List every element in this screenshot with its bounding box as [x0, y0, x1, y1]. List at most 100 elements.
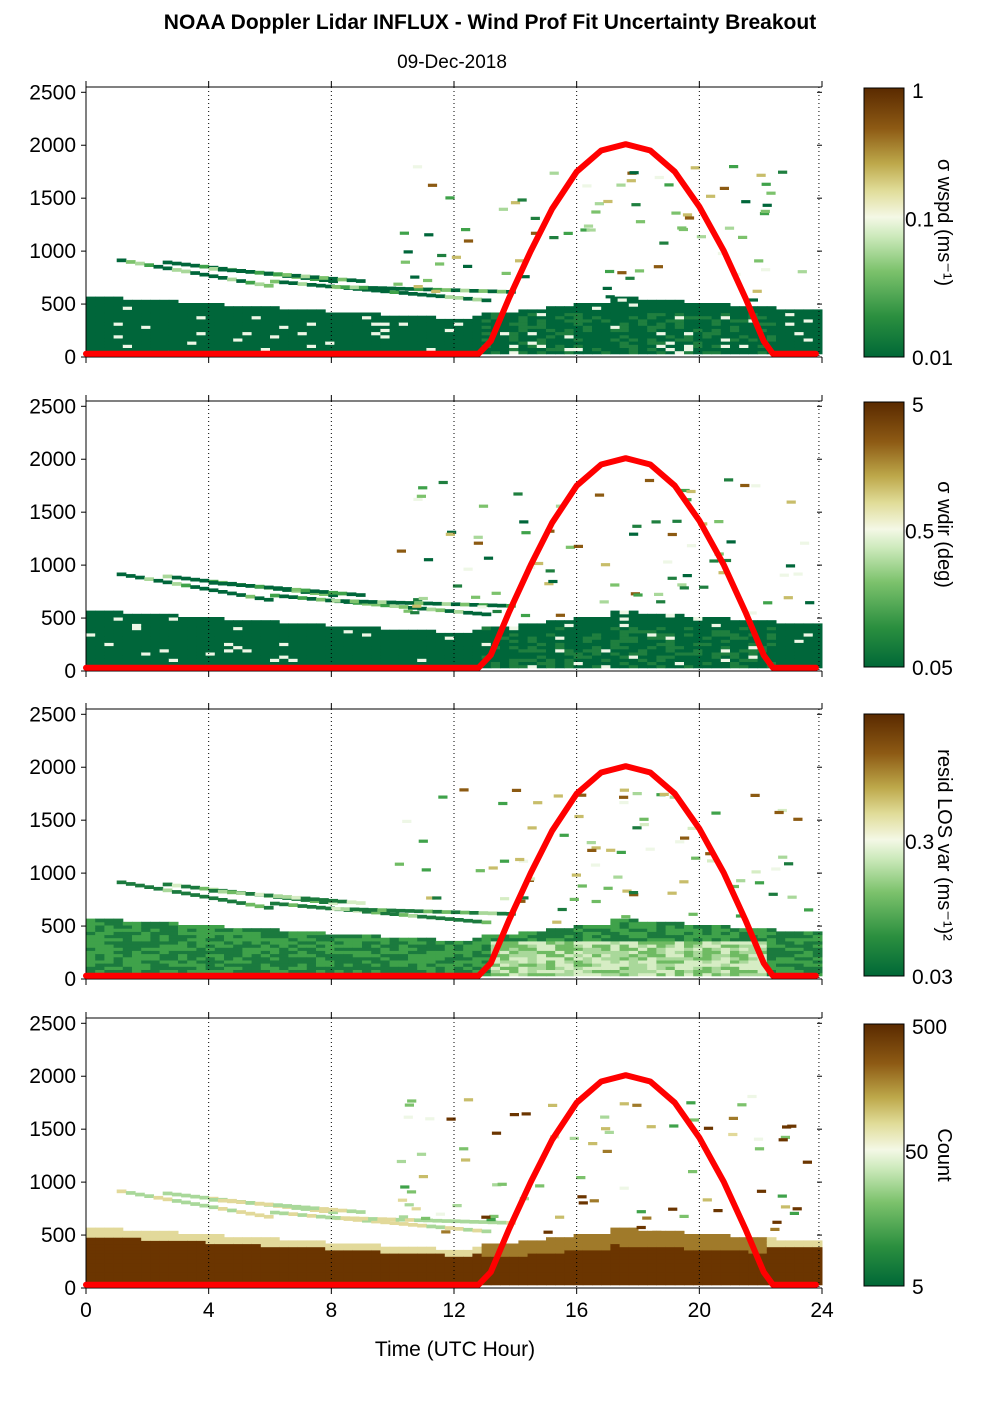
heatmap-cell [602, 286, 612, 290]
heatmap-cell [619, 947, 630, 951]
heatmap-cell [490, 1246, 501, 1251]
heatmap-cell [619, 341, 630, 345]
heatmap-cell [233, 969, 243, 974]
heatmap-cell [187, 334, 197, 339]
heatmap-cell [279, 1275, 289, 1279]
heatmap-cell [362, 947, 372, 951]
heatmap-cell [472, 1268, 483, 1273]
heatmap-cell [132, 947, 142, 951]
heatmap-cell [214, 347, 225, 352]
heatmap-cell [509, 645, 519, 650]
heatmap-cell [396, 549, 406, 553]
heatmap-cell [371, 1262, 381, 1267]
heatmap-cell [564, 1256, 575, 1260]
heatmap-cell [199, 264, 210, 269]
heatmap-cell [582, 626, 593, 631]
heatmap-cell [306, 645, 317, 650]
heatmap-cell [300, 274, 311, 279]
heatmap-cell [555, 350, 565, 355]
heatmap-cell [582, 337, 593, 342]
heatmap-cell [515, 259, 525, 263]
heatmap-cell [279, 626, 289, 631]
heatmap-cell [95, 334, 105, 339]
heatmap-cell [687, 826, 697, 830]
heatmap-cell [638, 334, 648, 339]
heatmap-cell [500, 648, 510, 653]
heatmap-cell [242, 620, 253, 624]
heatmap-cell [408, 1246, 418, 1251]
heatmap-cell [656, 600, 666, 604]
heatmap-cell [812, 344, 823, 348]
heatmap-cell [205, 651, 216, 656]
heatmap-cell [444, 642, 455, 647]
heatmap-cell [187, 629, 197, 634]
heatmap-cell [260, 309, 271, 314]
heatmap-cell [803, 636, 814, 640]
heatmap-cell [141, 639, 151, 643]
heatmap-cell [113, 963, 124, 967]
heatmap-cell [242, 1268, 253, 1273]
heatmap-cell [619, 629, 630, 634]
heatmap-cell [398, 639, 409, 643]
heatmap-cell [592, 639, 602, 643]
heatmap-cell [233, 337, 243, 342]
heatmap-cell [766, 623, 777, 628]
heatmap-cell [86, 312, 96, 317]
heatmap-cell [500, 940, 510, 945]
heatmap-cell [546, 1272, 556, 1276]
heatmap-cell [343, 337, 354, 342]
heatmap-cell [168, 655, 179, 659]
heatmap-cell [812, 645, 823, 650]
heatmap-cell [776, 953, 786, 958]
heatmap-cell [309, 897, 320, 902]
heatmap-cell [306, 632, 317, 637]
heatmap-cell [125, 574, 136, 578]
heatmap-cell [122, 969, 133, 974]
heatmap-cell [122, 1278, 133, 1283]
heatmap-cell [325, 947, 335, 951]
heatmap-cell [656, 921, 667, 926]
heatmap-cell [416, 494, 426, 498]
heatmap-cell [251, 658, 262, 662]
heatmap-cell [444, 322, 455, 326]
heatmap-cell [582, 648, 593, 653]
heatmap-cell [478, 911, 489, 915]
heatmap-cell [555, 334, 565, 339]
heatmap-cell [389, 341, 400, 345]
heatmap-cell [555, 1272, 565, 1276]
heatmap-cell [325, 655, 335, 659]
heatmap-cell [481, 940, 492, 945]
heatmap-cell [214, 661, 225, 666]
heatmap-cell [398, 636, 409, 640]
heatmap-cell [536, 1265, 547, 1270]
heatmap-cell [693, 623, 703, 628]
heatmap-cell [279, 931, 289, 936]
heatmap-cell [362, 337, 372, 342]
heatmap-cell [638, 620, 648, 624]
heatmap-cell [546, 1281, 556, 1286]
heatmap-cell [263, 283, 274, 288]
heatmap-cell [113, 1227, 124, 1232]
heatmap-cell [334, 626, 345, 631]
heatmap-cell [720, 966, 731, 970]
heatmap-cell [408, 322, 418, 326]
heatmap-cell [325, 642, 335, 647]
heatmap-cell [113, 623, 124, 628]
heatmap-cell [564, 928, 575, 932]
heatmap-cell [389, 318, 400, 323]
heatmap-cell [693, 953, 703, 958]
heatmap-cell [665, 639, 676, 643]
heatmap-cell [389, 1265, 400, 1270]
heatmap-cell [454, 648, 464, 653]
heatmap-cell [371, 639, 381, 643]
heatmap-cell [122, 645, 133, 650]
heatmap-cell [187, 950, 197, 955]
heatmap-cell [444, 318, 455, 323]
heatmap-cell [270, 639, 280, 643]
heatmap-cell [260, 626, 271, 631]
heatmap-cell [490, 651, 501, 656]
heatmap-cell [205, 661, 216, 666]
heatmap-cell [684, 931, 694, 936]
heatmap-cell [113, 959, 124, 964]
heatmap-cell [564, 639, 575, 643]
